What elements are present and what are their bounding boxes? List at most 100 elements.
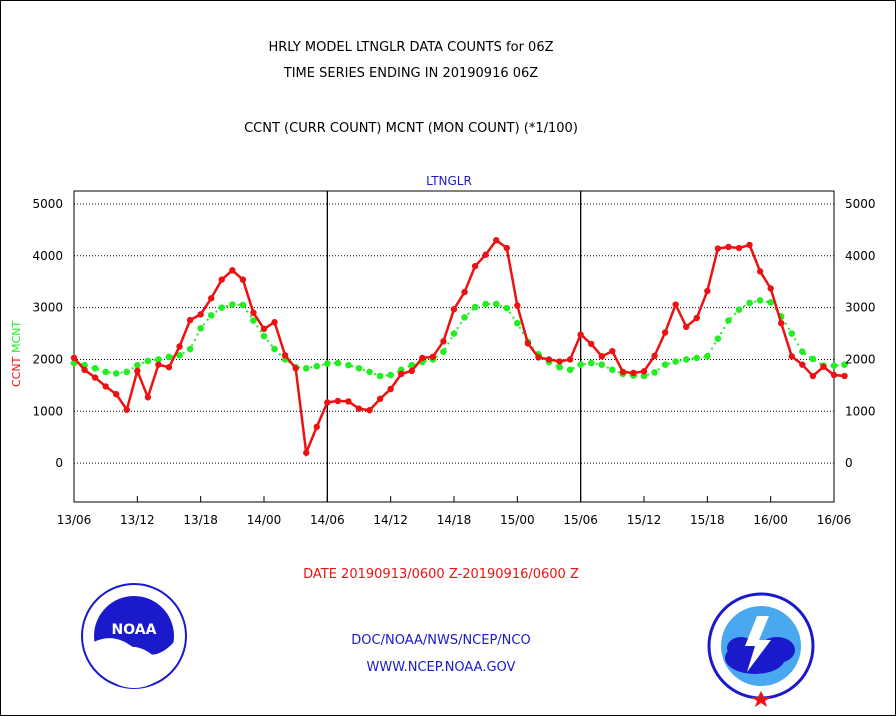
plot-title: LTNGLR [426, 174, 472, 188]
y-tick-label-left: 3000 [32, 301, 63, 315]
mcnt-point [471, 303, 479, 311]
ccnt-point [345, 398, 352, 405]
mcnt-point [609, 366, 616, 374]
ccnt-point [102, 383, 109, 390]
mcnt-point [355, 364, 363, 372]
ccnt-point [619, 368, 627, 376]
mcnt-point [155, 356, 162, 363]
org-label: DOC/NOAA/NWS/NCEP/NCO [351, 633, 531, 648]
ccnt-point [229, 267, 236, 274]
y-tick-label-left: 2000 [32, 352, 63, 366]
mcnt-point [725, 317, 732, 324]
noaa-logo: NOAA [81, 583, 187, 689]
ccnt-point [303, 449, 310, 456]
mcnt-point [788, 330, 796, 337]
mcnt-point [165, 353, 173, 361]
mcnt-point [598, 361, 606, 368]
mcnt-point [661, 361, 669, 368]
mcnt-point [229, 301, 236, 308]
mcnt-point [492, 300, 500, 308]
ccnt-point [334, 397, 342, 405]
ccnt-point [376, 395, 384, 403]
mcnt-point [440, 348, 447, 355]
mcnt-point [176, 352, 183, 359]
y-tick-label-right: 1000 [845, 404, 876, 418]
mcnt-point [123, 368, 131, 376]
x-tick-label: 13/12 [120, 513, 155, 527]
ccnt-point [756, 268, 764, 275]
ccnt-point [588, 340, 595, 348]
x-tick-label: 15/06 [563, 513, 598, 527]
ccnt-point [461, 288, 468, 296]
ccnt-point [630, 369, 637, 377]
ccnt-point [672, 301, 679, 308]
mcnt-point [714, 335, 722, 343]
mcnt-point [514, 319, 521, 327]
chart-title-line2: TIME SERIES ENDING IN 20190916 06Z [283, 66, 539, 81]
mcnt-point [250, 317, 257, 324]
ccnt-point [566, 356, 574, 363]
ccnt-point [313, 423, 320, 431]
ccnt-point [503, 244, 510, 252]
ccnt-point [81, 366, 88, 374]
ccnt-point [260, 325, 268, 333]
mcnt-point [566, 366, 574, 374]
ccnt-point [778, 319, 785, 327]
ccnt-point [830, 371, 838, 379]
ccnt-point [661, 329, 669, 336]
ccnt-point [651, 352, 658, 360]
ccnt-point [355, 405, 363, 412]
y-tick-label-left: 0 [55, 456, 63, 470]
ccnt-point [482, 251, 489, 258]
x-tick-label: 15/18 [690, 513, 725, 527]
ccnt-point [799, 361, 806, 368]
grid [74, 203, 834, 464]
x-tick-label: 16/06 [817, 513, 852, 527]
noaa-logo-word: NOAA [112, 622, 157, 638]
ccnt-point [788, 353, 795, 360]
ccnt-point [809, 372, 817, 380]
ccnt-point [577, 331, 584, 338]
ccnt-point [271, 318, 278, 326]
ccnt-point [535, 354, 542, 361]
mcnt-point [260, 332, 268, 340]
ccnt-point [683, 323, 690, 331]
mcnt-point [218, 304, 226, 311]
mcnt-point [704, 353, 711, 360]
plot-border [73, 190, 835, 503]
mcnt-point [134, 361, 141, 369]
mcnt-point [197, 325, 204, 332]
mcnt-point [461, 314, 468, 321]
mcnt-point [334, 359, 342, 367]
y-tick-label-right: 5000 [845, 197, 876, 211]
series-mcnt [70, 297, 848, 380]
ccnt-line [73, 238, 845, 458]
ccnt-point [91, 374, 99, 381]
mcnt-point [345, 361, 352, 369]
ccnt-point [197, 311, 204, 318]
ccnt-point [450, 305, 458, 313]
ccnt-point [524, 340, 532, 347]
ccnt-point [514, 302, 521, 309]
ccnt-point [598, 353, 605, 360]
ccnt-point [165, 364, 173, 371]
ccnt-point [419, 354, 426, 362]
ccnt-point [725, 243, 732, 251]
mcnt-point [450, 330, 458, 337]
mcnt-point [387, 371, 394, 379]
ccnt-point [545, 356, 553, 363]
ccnt-point [324, 399, 331, 406]
ccnt-point [250, 309, 257, 317]
mcnt-point [767, 299, 774, 306]
mcnt-line [73, 299, 845, 378]
mcnt-point [577, 361, 584, 368]
ccnt-point [820, 363, 827, 370]
y-tick-label-right: 3000 [845, 301, 876, 315]
mcnt-point [366, 368, 373, 376]
ccnt-point [113, 390, 120, 398]
x-tick-label: 15/12 [627, 513, 662, 527]
ccnt-point [398, 370, 405, 378]
ccnt-point [693, 314, 700, 322]
x-tick-label: 14/18 [437, 513, 472, 527]
